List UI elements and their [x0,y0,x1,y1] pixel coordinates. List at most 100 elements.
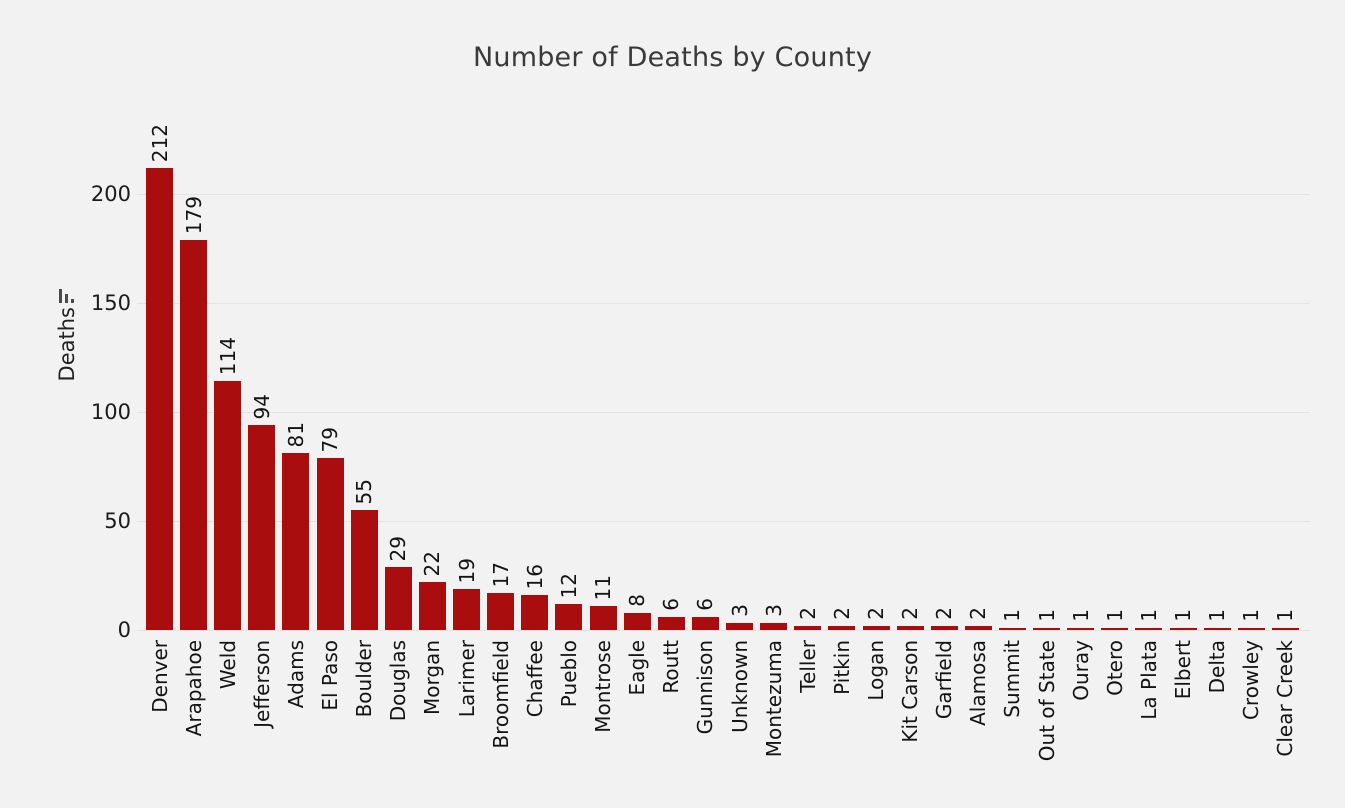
bar-value-label: 1 [1069,609,1093,622]
x-tick-label: Pueblo [557,640,581,708]
bar-value-label: 3 [762,604,786,617]
x-tick-label: Broomfield [489,640,513,749]
bar[interactable] [1135,628,1162,630]
bar[interactable] [385,567,412,630]
x-tick-label: Arapahoe [182,640,206,737]
x-tick-label: Eagle [625,640,649,696]
bar[interactable] [419,582,446,630]
bar-value-label: 6 [693,598,717,611]
bar-value-label: 11 [591,574,615,600]
bar-value-label: 22 [420,550,444,576]
bar-value-label: 94 [250,393,274,419]
bar[interactable] [1272,628,1299,630]
x-tick-label: Weld [216,640,240,690]
bar[interactable] [1170,628,1197,630]
gridline [137,302,1310,304]
bar[interactable] [1033,628,1060,630]
x-tick-label: Gunnison [693,640,717,735]
gridline [137,193,1310,195]
gridline [137,411,1310,413]
bar[interactable] [931,626,958,630]
bar-value-label: 12 [557,572,581,598]
bar-value-label: 55 [352,478,376,504]
bar[interactable] [146,168,173,630]
x-tick-label: Logan [864,640,888,701]
bar[interactable] [624,613,651,630]
x-tick-label: Clear Creek [1273,640,1297,757]
bar-value-label: 114 [216,336,240,375]
bar[interactable] [828,626,855,630]
y-tick-label: 100 [90,400,131,424]
x-tick-label: Unknown [728,640,752,733]
bar[interactable] [282,453,309,630]
x-tick-label: Denver [148,640,172,713]
chart-title: Number of Deaths by County [472,42,872,73]
x-tick-label: Crowley [1239,640,1263,721]
gridline [137,520,1310,522]
x-tick-label: Morgan [420,640,444,715]
bar[interactable] [658,617,685,630]
bar-value-label: 1 [1171,609,1195,622]
x-tick-label: Out of State [1035,640,1059,762]
bar[interactable] [521,595,548,630]
bar[interactable] [248,425,275,630]
bar[interactable] [1204,628,1231,630]
x-tick-label: La Plata [1137,640,1161,720]
bar[interactable] [794,626,821,630]
x-tick-label: Montezuma [762,640,786,758]
bar[interactable] [965,626,992,630]
bar[interactable] [1238,628,1265,630]
bar[interactable] [317,458,344,630]
bar[interactable] [214,381,241,630]
bar[interactable] [760,623,787,630]
x-tick-label: Summit [1000,640,1024,718]
bar-value-label: 6 [659,598,683,611]
x-tick-label: Larimer [455,640,479,718]
x-tick-label: Ouray [1069,640,1093,701]
bar[interactable] [453,589,480,630]
mini-bar-chart-icon [59,289,74,303]
x-tick-label: Alamosa [966,640,990,726]
bar-value-label: 2 [864,607,888,620]
bar-value-label: 29 [386,535,410,561]
x-tick-label: Kit Carson [898,640,922,743]
x-tick-label: Boulder [352,640,376,718]
y-tick-label: 0 [117,618,131,642]
bar[interactable] [897,626,924,630]
y-tick-label: 50 [104,509,131,533]
bar-value-label: 1 [1035,609,1059,622]
x-tick-label: El Paso [318,640,342,711]
bar[interactable] [692,617,719,630]
bar[interactable] [590,606,617,630]
bar[interactable] [351,510,378,630]
gridline [137,629,1310,631]
x-tick-label: Garfield [932,640,956,720]
bar-value-label: 2 [830,607,854,620]
bar[interactable] [863,626,890,630]
bar[interactable] [1101,628,1128,630]
bar[interactable] [180,240,207,630]
bar-value-label: 1 [1137,609,1161,622]
bar-value-label: 1 [1000,609,1024,622]
bar-value-label: 179 [182,195,206,234]
bar-value-label: 81 [284,421,308,447]
bar-value-label: 2 [898,607,922,620]
x-tick-label: Delta [1205,640,1229,694]
bar-value-label: 2 [966,607,990,620]
bar[interactable] [487,593,514,630]
x-tick-label: Adams [284,640,308,709]
x-tick-label: Jefferson [250,640,274,728]
x-tick-label: Douglas [386,640,410,722]
bar-value-label: 1 [1103,609,1127,622]
x-tick-label: Elbert [1171,640,1195,700]
bar[interactable] [726,623,753,630]
y-tick-label: 150 [90,291,131,315]
bar[interactable] [999,628,1026,630]
bar[interactable] [1067,628,1094,630]
bar[interactable] [555,604,582,630]
bar-value-label: 2 [796,607,820,620]
x-tick-label: Pitkin [830,640,854,695]
x-tick-label: Montrose [591,640,615,733]
bar-value-label: 1 [1239,609,1263,622]
